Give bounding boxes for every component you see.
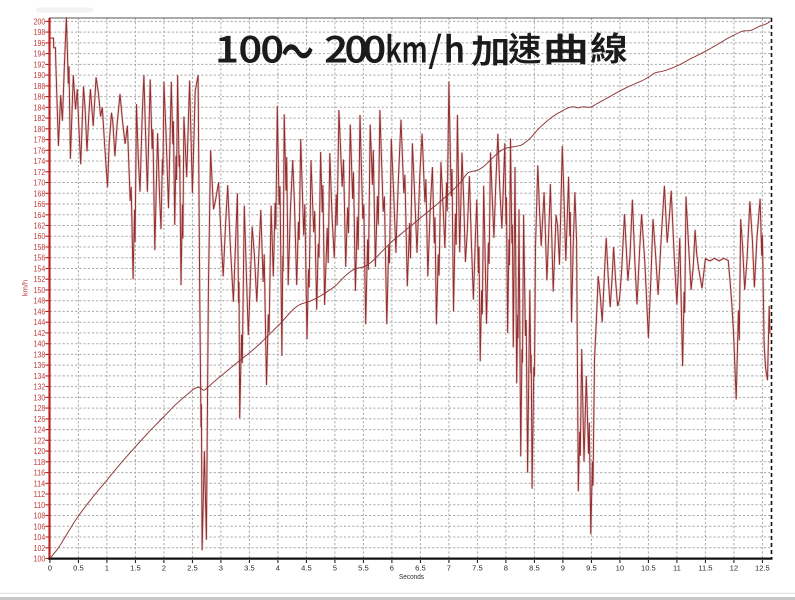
- svg-text:126: 126: [34, 414, 46, 424]
- svg-text:148: 148: [34, 296, 46, 306]
- svg-text:104: 104: [34, 532, 46, 542]
- svg-text:km/h: km/h: [21, 280, 30, 296]
- svg-text:198: 198: [34, 27, 46, 37]
- svg-text:160: 160: [34, 231, 46, 241]
- svg-text:9.5: 9.5: [586, 564, 597, 573]
- svg-text:136: 136: [34, 360, 46, 370]
- svg-text:8: 8: [504, 564, 508, 573]
- svg-text:194: 194: [34, 49, 46, 59]
- svg-text:192: 192: [34, 59, 46, 69]
- svg-text:118: 118: [34, 457, 46, 467]
- svg-text:0: 0: [48, 564, 52, 573]
- svg-text:188: 188: [34, 81, 46, 91]
- svg-text:196: 196: [34, 38, 46, 48]
- svg-text:132: 132: [34, 382, 46, 392]
- svg-text:12: 12: [730, 564, 738, 573]
- svg-text:200: 200: [34, 16, 46, 26]
- svg-text:166: 166: [34, 199, 46, 209]
- svg-text:112: 112: [34, 489, 46, 499]
- svg-text:182: 182: [34, 113, 46, 123]
- svg-text:11.5: 11.5: [698, 564, 712, 573]
- svg-text:154: 154: [34, 264, 46, 274]
- svg-text:144: 144: [34, 317, 46, 327]
- svg-text:152: 152: [34, 274, 46, 284]
- svg-text:164: 164: [34, 210, 46, 220]
- svg-text:176: 176: [34, 145, 46, 155]
- svg-text:172: 172: [34, 167, 46, 177]
- svg-text:11: 11: [673, 564, 681, 573]
- svg-text:150: 150: [34, 285, 46, 295]
- svg-text:168: 168: [34, 188, 46, 198]
- svg-text:180: 180: [34, 124, 46, 134]
- svg-text:138: 138: [34, 349, 46, 359]
- svg-text:1.5: 1.5: [130, 564, 141, 573]
- svg-text:1: 1: [105, 564, 109, 573]
- svg-text:108: 108: [34, 511, 46, 521]
- svg-text:6.5: 6.5: [415, 564, 426, 573]
- svg-text:184: 184: [34, 102, 46, 112]
- svg-text:4.5: 4.5: [301, 564, 312, 573]
- svg-text:146: 146: [34, 306, 46, 316]
- svg-text:4: 4: [276, 564, 280, 573]
- svg-text:7.5: 7.5: [472, 564, 483, 573]
- svg-text:114: 114: [34, 478, 46, 488]
- svg-text:6: 6: [390, 564, 394, 573]
- svg-text:190: 190: [34, 70, 46, 80]
- svg-text:2.5: 2.5: [187, 564, 198, 573]
- svg-text:122: 122: [34, 435, 46, 445]
- svg-text:174: 174: [34, 156, 46, 166]
- svg-text:106: 106: [34, 521, 46, 531]
- svg-text:8.5: 8.5: [529, 564, 540, 573]
- svg-text:162: 162: [34, 221, 46, 231]
- svg-text:178: 178: [34, 135, 46, 145]
- svg-text:158: 158: [34, 242, 46, 252]
- svg-text:7: 7: [447, 564, 451, 573]
- svg-text:102: 102: [34, 543, 46, 553]
- svg-text:170: 170: [34, 178, 46, 188]
- svg-text:10.5: 10.5: [641, 564, 656, 573]
- svg-text:5: 5: [333, 564, 337, 573]
- svg-text:116: 116: [34, 468, 46, 478]
- svg-text:3: 3: [219, 564, 223, 573]
- svg-text:128: 128: [34, 403, 46, 413]
- svg-text:9: 9: [561, 564, 565, 573]
- svg-text:110: 110: [34, 500, 46, 510]
- svg-text:100: 100: [34, 554, 46, 564]
- svg-text:0.5: 0.5: [73, 564, 84, 573]
- svg-text:Seconds: Seconds: [399, 572, 424, 581]
- svg-text:140: 140: [34, 339, 46, 349]
- svg-text:130: 130: [34, 392, 46, 402]
- svg-text:156: 156: [34, 253, 46, 263]
- svg-text:10: 10: [616, 564, 624, 573]
- svg-text:186: 186: [34, 92, 46, 102]
- svg-text:124: 124: [34, 425, 46, 435]
- svg-text:3.5: 3.5: [244, 564, 255, 573]
- svg-text:142: 142: [34, 328, 46, 338]
- svg-text:5.5: 5.5: [358, 564, 369, 573]
- svg-text:134: 134: [34, 371, 46, 381]
- svg-text:120: 120: [34, 446, 46, 456]
- svg-text:12.5: 12.5: [755, 564, 770, 573]
- svg-text:2: 2: [162, 564, 166, 573]
